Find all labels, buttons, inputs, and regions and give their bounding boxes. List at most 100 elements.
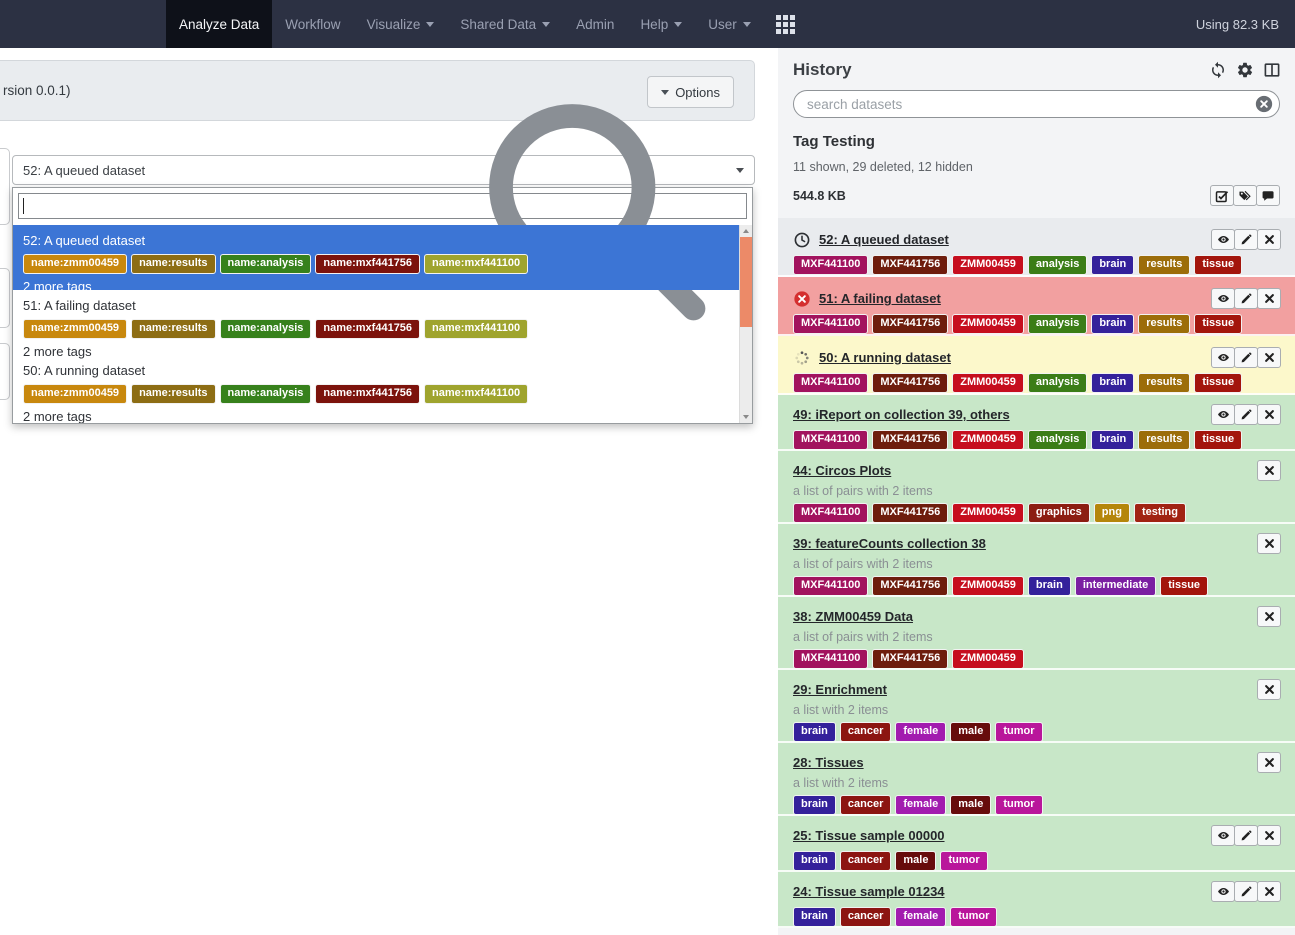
- tag-badge[interactable]: name:analysis: [219, 318, 312, 339]
- tag-badge[interactable]: male: [895, 850, 937, 870]
- tag-badge[interactable]: results: [1138, 313, 1191, 334]
- tool-options-button[interactable]: Options: [647, 76, 734, 108]
- dropdown-option[interactable]: 52: A queued dataset name:zmm00459 name:re…: [13, 225, 739, 294]
- tag-badge[interactable]: results: [1138, 372, 1191, 393]
- tag-badge[interactable]: female: [895, 906, 947, 926]
- tag-badge[interactable]: MXF441756: [872, 254, 949, 275]
- history-item-title-link[interactable]: 38: ZMM00459 Data: [793, 609, 913, 624]
- tag-badge[interactable]: MXF441100: [793, 372, 869, 393]
- tag-badge[interactable]: MXF441756: [872, 648, 949, 668]
- display-button[interactable]: [1211, 347, 1235, 368]
- history-item-title-link[interactable]: 52: A queued dataset: [819, 232, 949, 247]
- delete-button[interactable]: [1257, 533, 1281, 554]
- scrollbar-thumb[interactable]: [740, 237, 752, 327]
- nav-item-shared-data[interactable]: Shared Data: [447, 0, 563, 48]
- tag-badge[interactable]: name:mxf441756: [315, 318, 421, 339]
- display-button[interactable]: [1211, 881, 1235, 902]
- tag-badge[interactable]: brain: [1091, 313, 1135, 334]
- tag-badge[interactable]: ZMM00459: [952, 254, 1024, 275]
- refresh-icon[interactable]: [1209, 61, 1227, 79]
- tag-badge[interactable]: name:mxf441100: [424, 383, 529, 404]
- tag-badge[interactable]: brain: [793, 721, 836, 741]
- tag-badge[interactable]: ZMM00459: [952, 429, 1024, 449]
- display-button[interactable]: [1211, 288, 1235, 309]
- tag-badge[interactable]: analysis: [1027, 313, 1088, 334]
- tag-badge[interactable]: testing: [1133, 502, 1186, 522]
- tag-badge[interactable]: MXF441100: [793, 429, 869, 449]
- tag-badge[interactable]: tissue: [1194, 313, 1243, 334]
- tag-badge[interactable]: female: [895, 794, 947, 814]
- tag-badge[interactable]: female: [895, 721, 947, 741]
- history-item-title-link[interactable]: 51: A failing dataset: [819, 291, 941, 306]
- tag-badge[interactable]: tumor: [995, 721, 1043, 741]
- history-item-title-link[interactable]: 39: featureCounts collection 38: [793, 536, 986, 551]
- delete-button[interactable]: [1257, 606, 1281, 627]
- tag-badge[interactable]: brain: [1027, 575, 1071, 595]
- tag-badge[interactable]: name:zmm00459: [23, 253, 128, 274]
- delete-button[interactable]: [1257, 229, 1281, 250]
- nav-item-user[interactable]: User: [695, 0, 764, 48]
- delete-button[interactable]: [1257, 460, 1281, 481]
- history-name[interactable]: Tag Testing: [793, 133, 875, 150]
- display-button[interactable]: [1211, 825, 1235, 846]
- scroll-down-icon[interactable]: [743, 415, 749, 419]
- edit-button[interactable]: [1234, 229, 1258, 250]
- history-item-title-link[interactable]: 28: Tissues: [793, 755, 864, 770]
- tag-badge[interactable]: tissue: [1194, 254, 1243, 275]
- tag-badge[interactable]: name:analysis: [219, 383, 312, 404]
- history-item-title-link[interactable]: 50: A running dataset: [819, 350, 951, 365]
- tag-badge[interactable]: name:results: [131, 383, 216, 404]
- scroll-up-icon[interactable]: [743, 229, 749, 233]
- tag-badge[interactable]: cancer: [839, 794, 892, 814]
- tag-badge[interactable]: ZMM00459: [952, 313, 1024, 334]
- quota-usage[interactable]: Using 82.3 KB: [1195, 16, 1279, 32]
- delete-button[interactable]: [1257, 347, 1281, 368]
- history-item-title-link[interactable]: 25: Tissue sample 00000: [793, 828, 945, 843]
- tag-badge[interactable]: analysis: [1027, 254, 1088, 275]
- tag-badge[interactable]: ZMM00459: [952, 575, 1024, 595]
- edit-button[interactable]: [1234, 404, 1258, 425]
- history-item-title-link[interactable]: 49: iReport on collection 39, others: [793, 407, 1010, 422]
- tag-badge[interactable]: name:mxf441100: [424, 253, 529, 274]
- delete-button[interactable]: [1257, 679, 1281, 700]
- tag-badge[interactable]: graphics: [1027, 502, 1090, 522]
- tag-badge[interactable]: male: [950, 794, 992, 814]
- tag-badge[interactable]: intermediate: [1074, 575, 1157, 595]
- tag-badge[interactable]: brain: [1091, 372, 1135, 393]
- dropdown-scrollbar[interactable]: [739, 225, 752, 423]
- delete-button[interactable]: [1257, 752, 1281, 773]
- nav-item-admin[interactable]: Admin: [563, 0, 627, 48]
- edit-button[interactable]: [1234, 347, 1258, 368]
- tag-badge[interactable]: MXF441100: [793, 648, 869, 668]
- tag-badge[interactable]: ZMM00459: [952, 372, 1024, 393]
- comment-button[interactable]: [1256, 185, 1280, 206]
- tag-badge[interactable]: MXF441756: [872, 502, 949, 522]
- tag-badge[interactable]: name:mxf441756: [315, 253, 421, 274]
- tag-badge[interactable]: tissue: [1194, 372, 1243, 393]
- history-item-title-link[interactable]: 44: Circos Plots: [793, 463, 892, 478]
- tag-badge[interactable]: cancer: [839, 721, 892, 741]
- tag-badge[interactable]: brain: [793, 850, 836, 870]
- tag-badge[interactable]: cancer: [839, 850, 892, 870]
- tag-badge[interactable]: MXF441756: [872, 429, 949, 449]
- nav-item-workflow[interactable]: Workflow: [272, 0, 353, 48]
- tag-badge[interactable]: results: [1138, 429, 1191, 449]
- checkbox-button[interactable]: [1210, 185, 1234, 206]
- tag-badge[interactable]: cancer: [839, 906, 892, 926]
- tag-badge[interactable]: brain: [1091, 429, 1135, 449]
- tag-badge[interactable]: brain: [793, 906, 836, 926]
- cog-icon[interactable]: [1236, 61, 1254, 79]
- tag-badge[interactable]: tissue: [1160, 575, 1209, 595]
- tag-badge[interactable]: MXF441100: [793, 502, 869, 522]
- tag-badge[interactable]: name:mxf441756: [315, 383, 421, 404]
- delete-button[interactable]: [1257, 825, 1281, 846]
- columns-icon[interactable]: [1263, 61, 1281, 79]
- tag-badge[interactable]: tumor: [995, 794, 1043, 814]
- tag-badge[interactable]: MXF441100: [793, 254, 869, 275]
- tag-badge[interactable]: name:zmm00459: [23, 318, 128, 339]
- tag-badge[interactable]: tumor: [940, 850, 988, 870]
- tag-badge[interactable]: analysis: [1027, 429, 1088, 449]
- tag-badge[interactable]: results: [1138, 254, 1191, 275]
- dropdown-option[interactable]: 50: A running dataset name:zmm00459 name:r…: [13, 355, 739, 423]
- clear-search-icon[interactable]: [1254, 94, 1274, 114]
